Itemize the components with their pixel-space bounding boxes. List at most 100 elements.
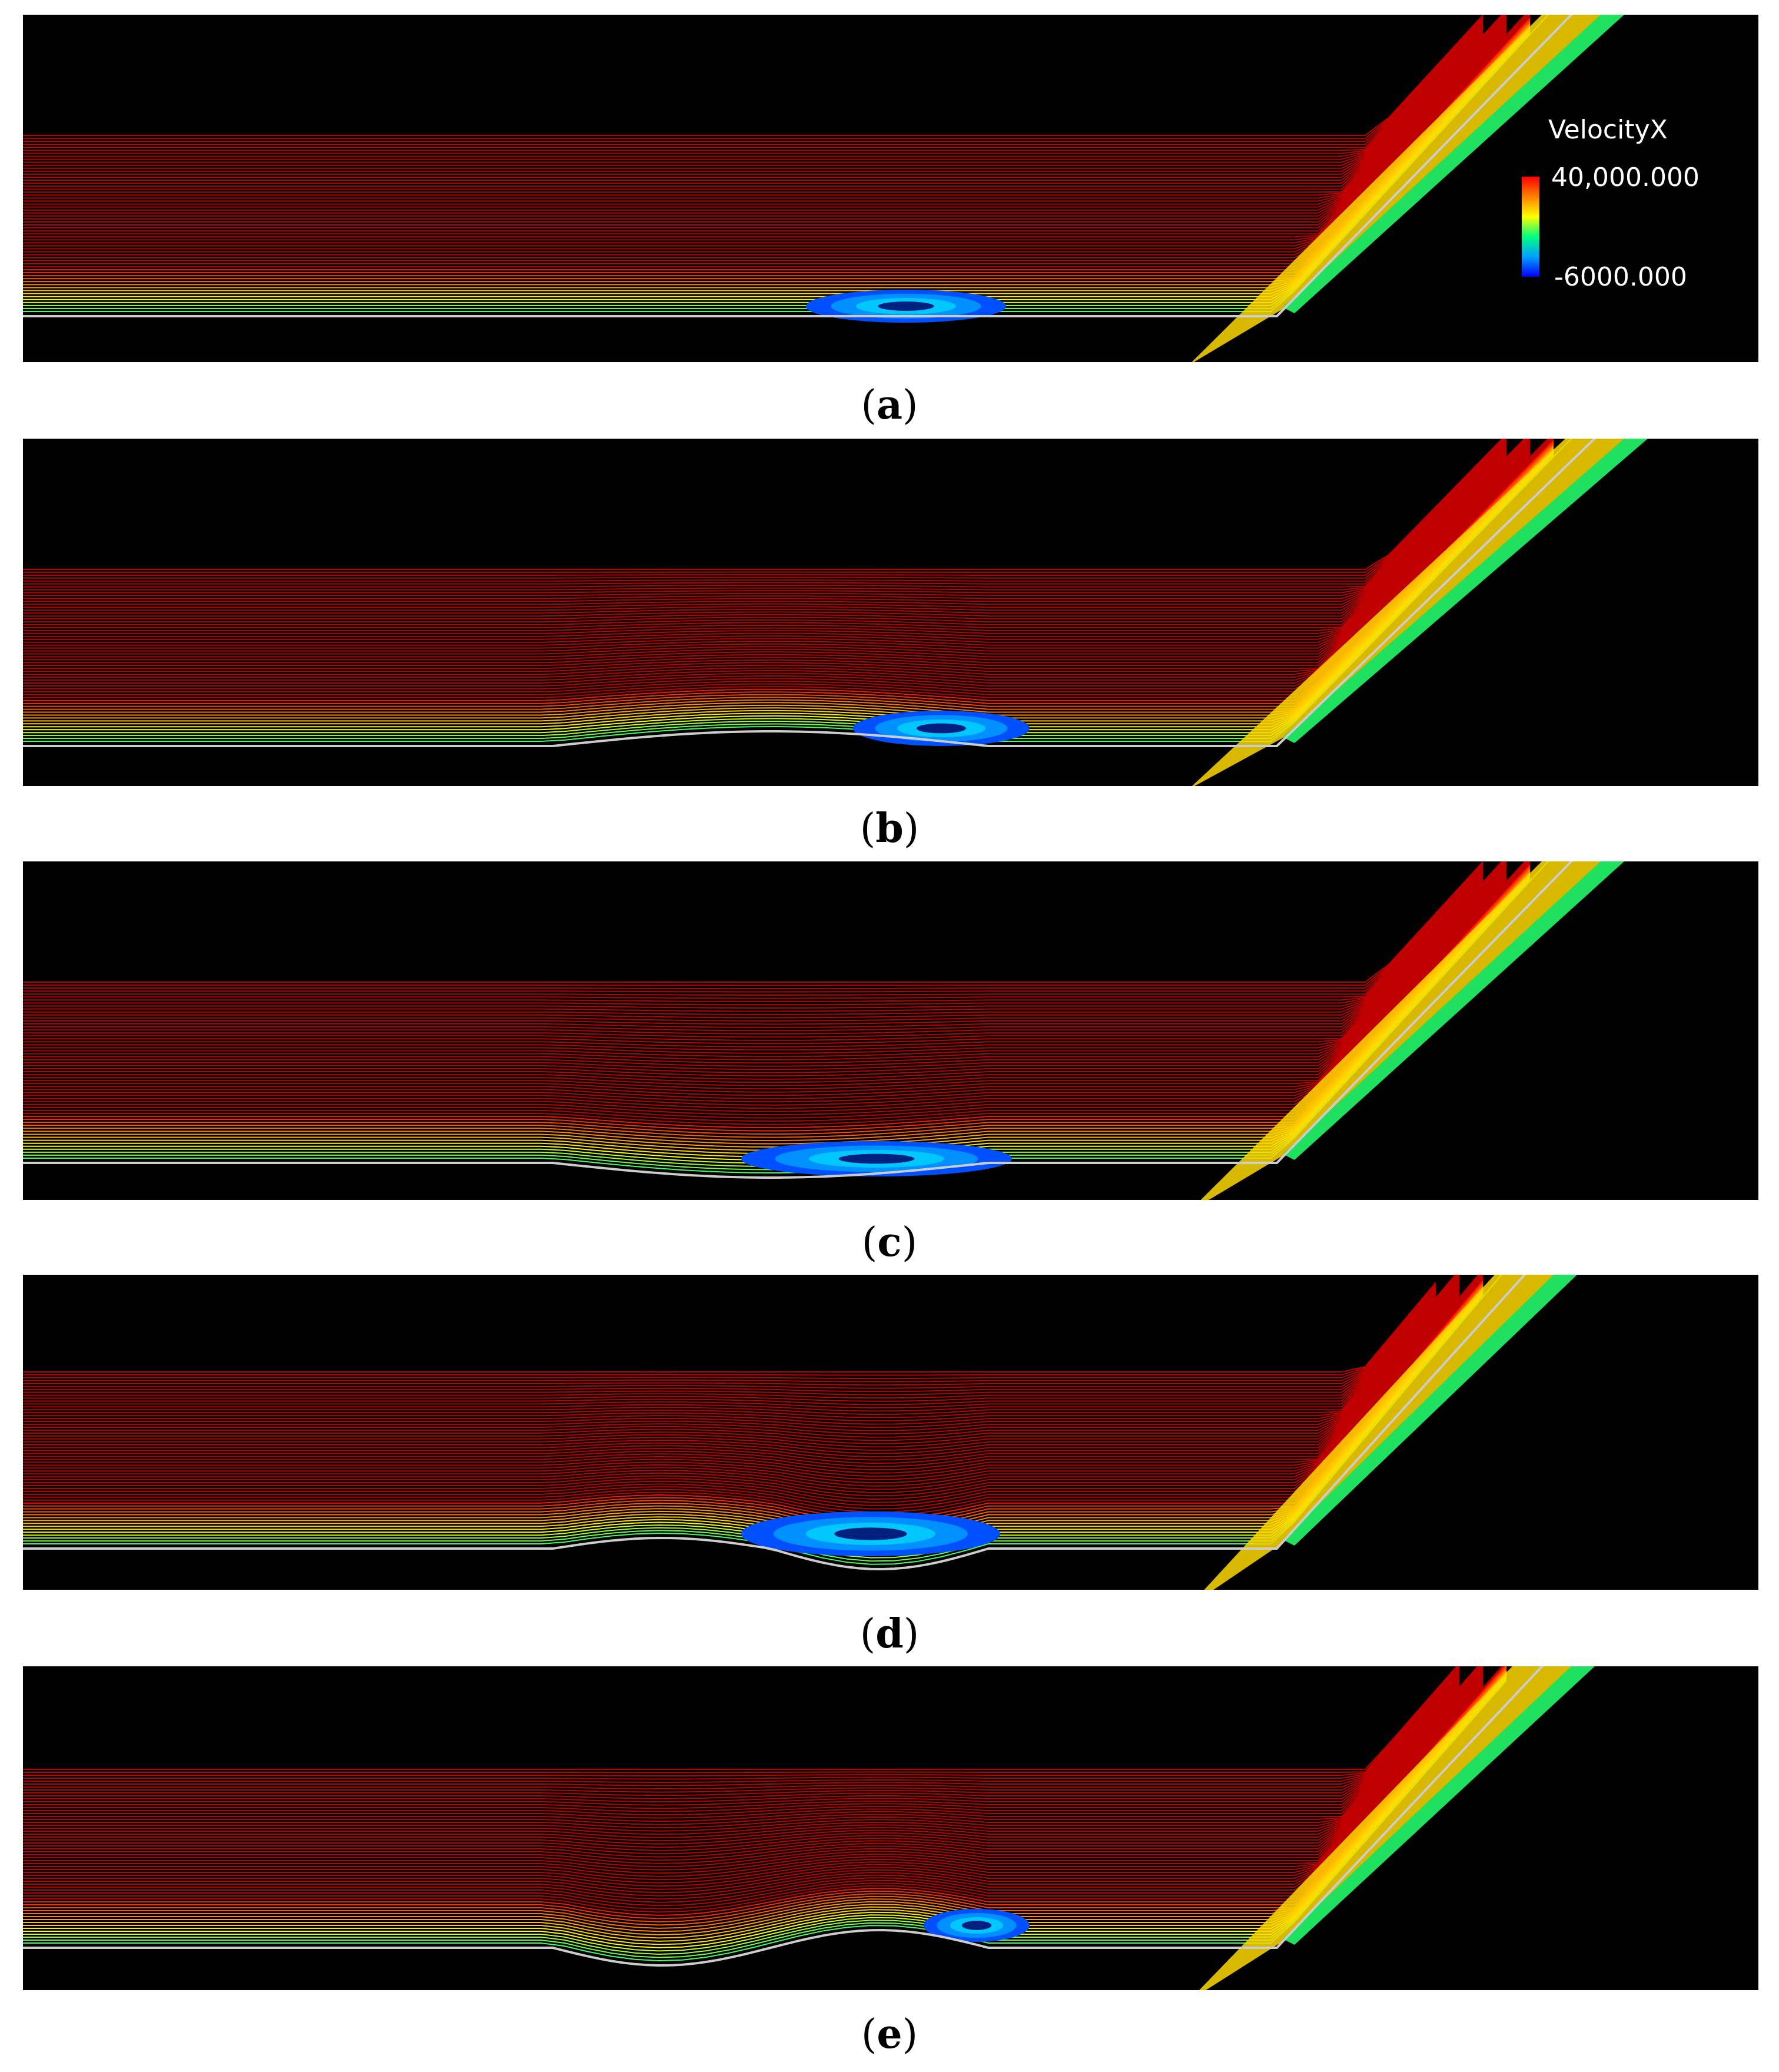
streamline: [23, 25, 1483, 163]
streamline: [23, 446, 1531, 658]
streamline: [23, 861, 1506, 1047]
streamline: [23, 865, 1483, 993]
streamline: [23, 20, 1507, 214]
streamline: [23, 1288, 1460, 1467]
streamline: [23, 19, 1483, 148]
streamline: [23, 1682, 1483, 1894]
wall-contour: [23, 1666, 1544, 1967]
streamline: [23, 1666, 1483, 1851]
separation-bubble: [878, 301, 934, 311]
streamline: [23, 454, 1507, 620]
streamline: [23, 21, 1483, 151]
streamline: [23, 22, 1483, 154]
streamline: [23, 1666, 1460, 1780]
streamline: [23, 873, 1483, 1015]
streamline: [23, 1683, 1460, 1825]
streamline: [23, 439, 1526, 625]
streamline: [23, 1282, 1460, 1451]
streamline: [23, 24, 1507, 223]
streamline: [23, 869, 1507, 1073]
streamline: [23, 15, 1526, 250]
streamline: [23, 878, 1507, 1099]
streamline: [23, 1284, 1436, 1380]
streamline: [23, 1666, 1506, 1919]
boundary-layer-band: [1283, 1275, 1577, 1546]
streamline: [23, 1679, 1483, 1887]
streamline: [23, 1276, 1483, 1510]
legend-max-label: 40,000.000: [1551, 163, 1700, 193]
streamline: [23, 17, 1531, 271]
streamline: [23, 1281, 1483, 1523]
streamline: [23, 439, 1507, 582]
streamline: [23, 16, 1531, 267]
streamline: [23, 870, 1483, 1006]
streamline: [23, 1283, 1436, 1376]
streamline: [23, 861, 1505, 1045]
streamline: [23, 439, 1531, 640]
wall-contour: [23, 15, 1574, 317]
streamline: [23, 1287, 1436, 1386]
streamline: [23, 15, 1507, 199]
streamline-plot-e: [23, 1666, 1595, 1990]
streamline: [23, 1282, 1436, 1373]
streamline: [23, 27, 1507, 232]
streamline: [23, 26, 1507, 229]
streamline: [23, 441, 1507, 588]
wall-contour: [23, 1275, 1526, 1571]
streamline: [23, 1282, 1483, 1526]
streamline: [23, 442, 1507, 591]
streamline: [23, 1681, 1460, 1819]
streamline: [23, 1281, 1460, 1448]
streamline: [23, 453, 1531, 675]
streamline: [23, 26, 1483, 166]
streamline: [23, 873, 1507, 1083]
streamline: [23, 1278, 1483, 1516]
streamline-plot-b: [23, 439, 1648, 786]
streamline: [23, 862, 1507, 1054]
streamline: [23, 1676, 1460, 1806]
streamline: [23, 31, 1483, 178]
streamline: [23, 1275, 1458, 1422]
streamline: [23, 439, 1527, 628]
streamline: [23, 440, 1507, 585]
streamline: [23, 1666, 1505, 1916]
streamline: [23, 449, 1507, 608]
streamline: [23, 29, 1483, 172]
streamline: [23, 876, 1507, 1093]
streamline: [23, 861, 1529, 1116]
streamline: [23, 28, 1507, 235]
streamline: [23, 15, 1483, 136]
boundary-layer-band: [1283, 1666, 1595, 1945]
panel-d: [23, 1275, 1758, 1590]
streamline: [23, 1672, 1460, 1796]
streamline: [23, 1675, 1460, 1803]
streamline: [23, 452, 1507, 614]
streamline: [23, 868, 1483, 1002]
streamline: [23, 1666, 1507, 1922]
streamline: [23, 1275, 1456, 1415]
boundary-layer-band: [1283, 15, 1624, 313]
streamline: [23, 443, 1507, 594]
streamline: [23, 1666, 1482, 1845]
streamline: [23, 880, 1483, 1035]
separation-bubble: [961, 1921, 992, 1930]
streamline: [23, 1666, 1504, 1913]
streamline: [23, 1670, 1483, 1864]
streamline: [23, 1280, 1460, 1444]
streamline: [23, 1666, 1483, 1848]
streamline: [23, 440, 1531, 643]
streamline: [23, 1275, 1460, 1431]
streamline: [23, 1673, 1460, 1799]
streamline: [23, 1286, 1460, 1461]
streamline: [23, 1296, 1436, 1412]
streamline: [23, 445, 1531, 655]
streamline: [23, 1684, 1483, 1900]
streamline: [23, 1294, 1460, 1484]
streamline: [23, 1289, 1436, 1393]
wall-contour: [23, 861, 1574, 1179]
streamline: [23, 1675, 1483, 1874]
streamline: [23, 1666, 1458, 1770]
streamline: [23, 1666, 1481, 1842]
streamline: [23, 33, 1507, 247]
streamline: [23, 30, 1483, 175]
